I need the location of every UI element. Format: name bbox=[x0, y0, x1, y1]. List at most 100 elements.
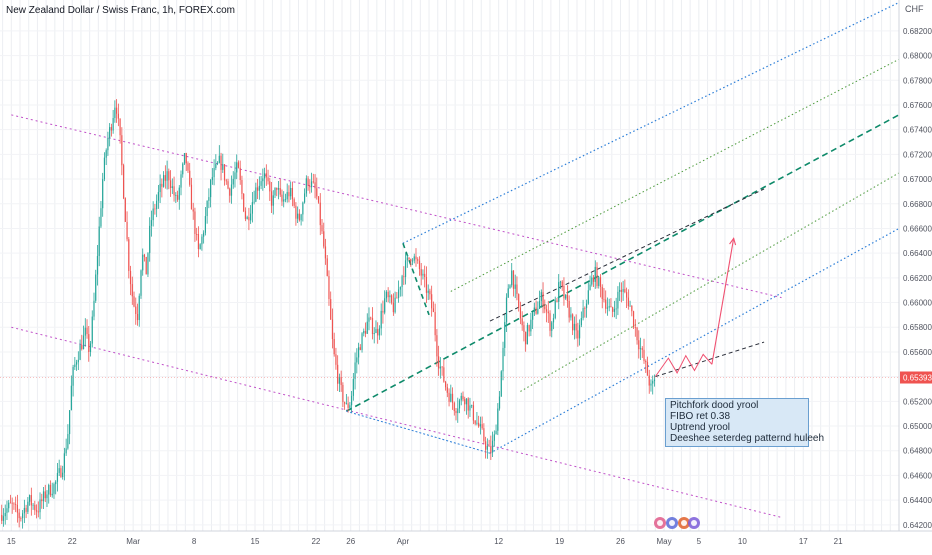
candle-body bbox=[218, 155, 220, 163]
x-tick-label: 22 bbox=[68, 537, 77, 546]
candle-body bbox=[159, 183, 161, 193]
candle-body bbox=[321, 225, 323, 232]
candle-body bbox=[575, 323, 577, 331]
candle-body bbox=[337, 364, 339, 384]
candle-body bbox=[387, 291, 389, 298]
candle-body bbox=[176, 195, 179, 200]
candle-body bbox=[460, 395, 462, 401]
candle-body bbox=[250, 213, 252, 221]
candle-body bbox=[613, 308, 616, 312]
candle-body bbox=[267, 177, 269, 182]
candle-body bbox=[164, 175, 166, 181]
candle-body bbox=[549, 313, 551, 331]
candle-body bbox=[182, 163, 184, 175]
candle-body bbox=[255, 187, 257, 202]
candle-body bbox=[4, 512, 6, 517]
candle-body bbox=[420, 269, 422, 276]
candle-body bbox=[140, 270, 142, 296]
candle-body bbox=[276, 187, 278, 190]
candle-body bbox=[152, 208, 154, 221]
candle-body bbox=[380, 310, 382, 329]
y-tick-label: 0.67400 bbox=[903, 126, 932, 135]
candle-body bbox=[288, 192, 290, 197]
candle-body bbox=[591, 277, 593, 285]
candle-body bbox=[69, 410, 71, 435]
candle-body bbox=[528, 325, 530, 332]
candle-body bbox=[86, 327, 88, 335]
candle-body bbox=[161, 183, 163, 187]
candle-body bbox=[234, 172, 236, 179]
candle-body bbox=[417, 259, 419, 261]
candle-body bbox=[357, 347, 360, 358]
x-tick-label: 15 bbox=[251, 537, 260, 546]
candle-body bbox=[98, 226, 100, 256]
candle-body bbox=[570, 314, 572, 318]
candle-body bbox=[42, 491, 45, 502]
candle-body bbox=[23, 507, 25, 514]
candle-body bbox=[34, 504, 36, 511]
y-tick-label: 0.65600 bbox=[903, 348, 932, 357]
candle-body bbox=[93, 300, 95, 317]
candle-body bbox=[422, 273, 424, 276]
drawing-inner-top bbox=[450, 58, 900, 292]
candle-body bbox=[171, 186, 173, 189]
candle-body bbox=[629, 305, 631, 307]
candle-body bbox=[547, 311, 549, 314]
candle-body bbox=[189, 170, 191, 185]
candle-body bbox=[350, 395, 353, 406]
candle-body bbox=[438, 356, 440, 369]
candle-body bbox=[32, 504, 34, 506]
candle-body bbox=[458, 400, 461, 409]
annotation-line-3: Uptrend yrool bbox=[670, 422, 731, 433]
candle-body bbox=[310, 181, 313, 188]
candle-body bbox=[521, 318, 523, 326]
candle-body bbox=[208, 197, 210, 201]
candle-body bbox=[129, 270, 132, 285]
candle-body bbox=[13, 503, 15, 505]
candle-body bbox=[326, 258, 328, 277]
drawing-parallel-upper bbox=[489, 188, 765, 322]
candle-body bbox=[601, 286, 603, 299]
annotation-note[interactable]: Pitchfork dood yrool FIBO ret 0.38 Uptre… bbox=[665, 398, 824, 447]
candle-body bbox=[639, 348, 642, 350]
candle-body bbox=[102, 179, 104, 209]
candle-body bbox=[274, 187, 276, 196]
y-tick-label: 0.64800 bbox=[903, 447, 932, 456]
candle-body bbox=[241, 180, 243, 194]
candle-body bbox=[286, 192, 288, 200]
candle-body bbox=[580, 318, 582, 326]
candle-body bbox=[620, 289, 622, 292]
candle-body bbox=[82, 335, 85, 350]
candle-body bbox=[270, 191, 273, 206]
candle-body bbox=[519, 307, 522, 319]
candle-body bbox=[448, 392, 450, 402]
candle-body bbox=[194, 211, 196, 234]
candle-body bbox=[636, 327, 638, 341]
candle-body bbox=[384, 298, 386, 313]
candle-body bbox=[112, 118, 114, 131]
candle-body bbox=[373, 333, 375, 335]
candle-body bbox=[126, 221, 128, 240]
candle-body bbox=[349, 405, 351, 408]
candle-body bbox=[375, 329, 377, 334]
candle-body bbox=[263, 173, 266, 179]
candle-body bbox=[434, 312, 436, 336]
candle-body bbox=[223, 164, 226, 181]
candle-body bbox=[2, 516, 5, 521]
x-tick-label: 26 bbox=[616, 537, 625, 546]
candle-body bbox=[406, 257, 408, 261]
drawing-zigzag bbox=[654, 353, 713, 377]
candle-body bbox=[95, 274, 97, 301]
y-tick-label: 0.64200 bbox=[903, 521, 932, 530]
candle-body bbox=[8, 502, 10, 509]
candle-body bbox=[199, 244, 201, 250]
candle-body bbox=[545, 309, 548, 312]
candle-body bbox=[190, 184, 193, 210]
candle-body bbox=[584, 307, 586, 309]
candle-body bbox=[67, 434, 69, 449]
candle-body bbox=[239, 167, 241, 181]
candle-body bbox=[514, 284, 516, 289]
candle-body bbox=[105, 150, 107, 158]
